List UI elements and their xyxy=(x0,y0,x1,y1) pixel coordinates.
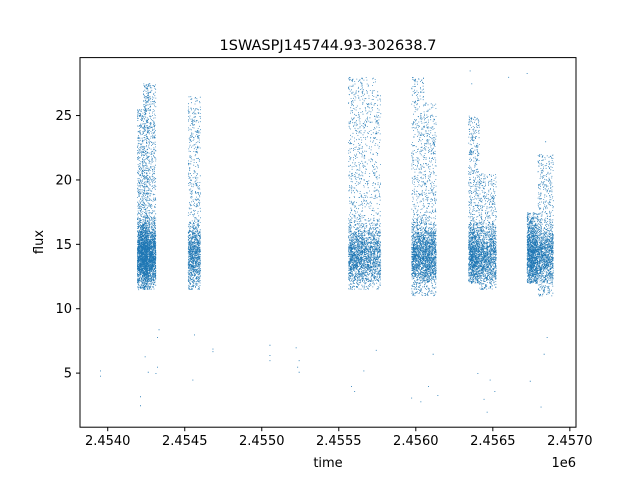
x-tick-label: 2.4555 xyxy=(316,434,362,449)
y-tick-label: 20 xyxy=(55,173,72,188)
x-tick-label: 2.4545 xyxy=(162,434,208,449)
x-tick-label: 2.4540 xyxy=(85,434,131,449)
x-tick-label: 2.4570 xyxy=(547,434,593,449)
plot-frame xyxy=(79,57,577,428)
y-tick-label: 10 xyxy=(55,302,72,317)
x-tick-label: 2.4560 xyxy=(393,434,439,449)
y-axis-ticks: 5 10 15 20 25 xyxy=(55,109,80,382)
plot-points xyxy=(100,70,554,413)
x-tick-label: 2.4565 xyxy=(470,434,516,449)
y-tick-label: 15 xyxy=(55,238,72,253)
x-axis-ticks: 2.4540 2.4545 2.4550 2.4555 2.4560 2.4565 2.45… xyxy=(85,427,593,449)
x-tick-label: 2.4550 xyxy=(239,434,285,449)
y-axis-label: flux xyxy=(32,230,47,254)
chart-title: 1SWASPJ145744.93-302638.7 xyxy=(220,38,437,54)
y-tick-label: 25 xyxy=(55,109,72,124)
x-axis-label: time xyxy=(313,456,342,471)
y-tick-label: 5 xyxy=(64,367,72,382)
x-axis-offset-label: 1e6 xyxy=(551,456,576,471)
scatter-points xyxy=(100,70,554,413)
